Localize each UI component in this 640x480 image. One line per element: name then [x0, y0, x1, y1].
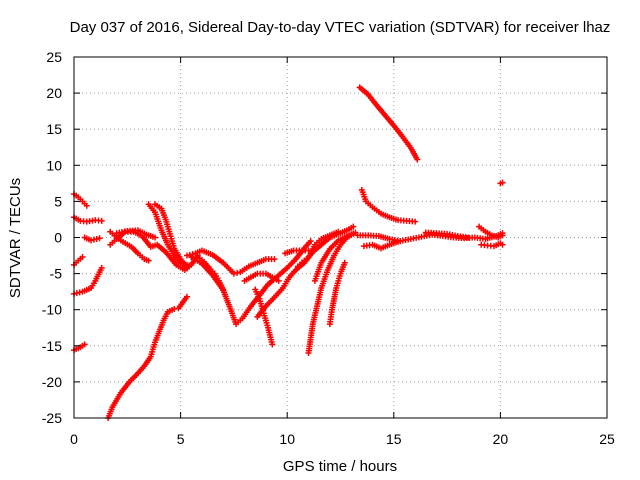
- x-tick-label: 20: [493, 431, 509, 447]
- series-arc29: [476, 223, 506, 241]
- series-arc25: [358, 186, 419, 225]
- y-tick-label: -20: [42, 374, 62, 390]
- y-tick-label: 25: [46, 49, 62, 65]
- axis-ticks: 0 5 10 15 20 25 -25 -20 -15 -10 -5 0 5 10 15 20 25: [42, 49, 615, 447]
- data-point: [183, 265, 190, 272]
- data-point: [412, 218, 419, 225]
- data-point: [96, 235, 103, 242]
- data-point: [98, 217, 105, 224]
- data-point: [307, 238, 314, 245]
- series-arc14: [188, 238, 314, 328]
- series-arc30: [478, 240, 506, 250]
- data-marks: [71, 84, 506, 421]
- y-tick-label: -25: [42, 410, 62, 426]
- series-arc16: [241, 270, 282, 284]
- data-point: [98, 264, 105, 271]
- series-arc31: [497, 179, 506, 187]
- data-point: [335, 228, 342, 235]
- data-point: [83, 202, 90, 209]
- series-arc27: [360, 238, 404, 252]
- data-point: [145, 257, 152, 264]
- y-tick-label: 20: [46, 85, 62, 101]
- data-point: [414, 156, 421, 163]
- data-point: [220, 286, 227, 293]
- grid-lines: [74, 57, 607, 418]
- series-arc11: [152, 201, 190, 272]
- data-point: [350, 223, 357, 230]
- series-arc4: [71, 264, 105, 297]
- series-arc7: [105, 293, 190, 421]
- x-tick-label: 15: [386, 431, 402, 447]
- x-tick-label: 25: [599, 431, 615, 447]
- y-tick-label: -15: [42, 338, 62, 354]
- y-axis-label: SDTVAR / TECUs: [7, 178, 24, 298]
- chart-title: Day 037 of 2016, Sidereal Day-to-day VTE…: [70, 19, 611, 36]
- series-arc20: [294, 228, 342, 270]
- data-point: [152, 234, 159, 241]
- y-tick-label: 5: [54, 193, 62, 209]
- x-tick-label: 10: [279, 431, 295, 447]
- series-arc22: [311, 229, 359, 284]
- data-point: [269, 341, 276, 348]
- x-tick-label: 0: [70, 431, 78, 447]
- series-arc12: [113, 227, 159, 241]
- series-arc28: [422, 229, 472, 241]
- data-point: [465, 234, 472, 241]
- series-arc23: [326, 259, 348, 328]
- data-point: [275, 277, 282, 284]
- data-point: [499, 232, 506, 239]
- series-arc5: [71, 341, 88, 354]
- data-point: [499, 179, 506, 186]
- series-arc6: [81, 234, 103, 244]
- y-tick-label: -5: [50, 266, 63, 282]
- data-point: [341, 259, 348, 266]
- data-point: [271, 256, 278, 263]
- y-tick-label: -10: [42, 302, 62, 318]
- series-arc3: [71, 253, 86, 268]
- y-tick-label: 10: [46, 157, 62, 173]
- data-point: [81, 341, 88, 348]
- series-arc2: [71, 214, 105, 225]
- series-arc15: [194, 253, 227, 293]
- series-arc24: [356, 84, 421, 163]
- x-tick-label: 5: [177, 431, 185, 447]
- data-point: [79, 253, 86, 260]
- y-tick-label: 0: [54, 230, 62, 246]
- x-axis-label: GPS time / hours: [283, 458, 397, 475]
- data-point: [183, 293, 190, 300]
- data-point: [397, 238, 404, 245]
- data-point: [499, 241, 506, 248]
- series-arc19: [282, 247, 312, 257]
- y-tick-label: 15: [46, 121, 62, 137]
